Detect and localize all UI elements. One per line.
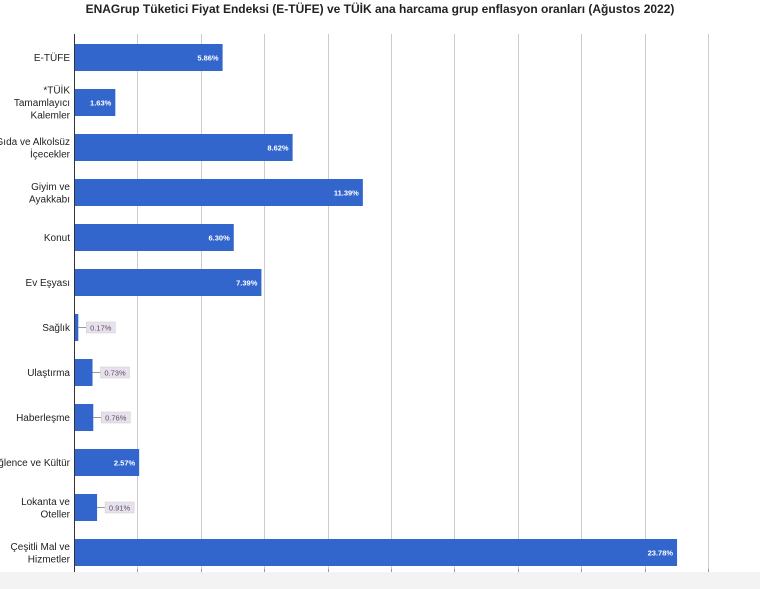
data-labels: 5.86% 1.63% 8.62% 11.39% 6.30% 7.39% 0.17% 0.73… <box>78 54 673 558</box>
data-label-2: 8.62% <box>267 144 289 153</box>
bar-0 <box>74 44 223 71</box>
category-label-0: E-TÜFE <box>34 52 70 64</box>
data-label-1: 1.63% <box>90 99 112 108</box>
category-labels: E-TÜFE *TÜİK Tamamlayıcı Kalemler Gıda ve Al… <box>0 52 71 565</box>
bar-5 <box>74 269 262 296</box>
data-label-group-6: 0.17% <box>78 321 116 334</box>
data-label-7: 0.73% <box>104 369 126 378</box>
chart-plot: E-TÜFE *TÜİK Tamamlayıcı Kalemler Gıda ve Al… <box>0 34 709 572</box>
data-label-6: 0.17% <box>90 324 112 333</box>
bar-11 <box>74 539 678 566</box>
category-label-11: Çeşitli Mal ve Hizmetler <box>11 542 71 566</box>
category-label-7: Ulaştırma <box>27 368 70 379</box>
data-label-box-10 <box>104 501 135 514</box>
footer-band <box>0 572 760 589</box>
bar-8 <box>74 404 94 431</box>
category-label-3: Giyim ve Ayakkabı <box>29 182 70 206</box>
data-label-10: 0.91% <box>109 504 131 513</box>
bar-3 <box>74 179 363 206</box>
category-label-5: Ev Eşyası <box>26 278 70 289</box>
data-label-group-10: 0.91% <box>97 501 135 514</box>
data-label-box-6 <box>86 321 116 334</box>
gridlines <box>137 34 709 572</box>
bar-10 <box>74 494 98 521</box>
bar-2 <box>74 134 293 161</box>
data-label-box-8 <box>101 411 131 424</box>
data-label-5: 7.39% <box>236 279 258 288</box>
data-label-0: 5.86% <box>197 54 219 63</box>
bar-7 <box>74 359 93 386</box>
bar-6 <box>74 314 79 341</box>
data-label-8: 0.76% <box>105 414 127 423</box>
category-label-8: Haberleşme <box>16 413 70 424</box>
category-label-9: Eğlence ve Kültür <box>0 458 71 469</box>
data-label-group-7: 0.73% <box>92 366 130 379</box>
data-label-11: 23.78% <box>648 549 674 558</box>
bar-1 <box>74 89 116 116</box>
bar-9 <box>74 449 140 476</box>
category-label-2: Gıda ve Alkolsüz İçecekler <box>0 137 71 161</box>
category-label-6: Sağlık <box>42 323 71 334</box>
bar-4 <box>74 224 234 251</box>
bars <box>74 44 678 566</box>
category-label-4: Konut <box>44 233 70 244</box>
data-label-box-7 <box>100 366 130 379</box>
chart-title: ENAGrup Tüketici Fiyat Endeksi (E-TÜFE) … <box>85 2 675 16</box>
category-label-1: *TÜİK Tamamlayıcı Kalemler <box>14 84 71 122</box>
data-label-9: 2.57% <box>114 459 136 468</box>
data-label-3: 11.39% <box>334 189 359 198</box>
data-label-4: 6.30% <box>208 234 230 243</box>
data-label-group-8: 0.76% <box>93 411 131 424</box>
category-label-10: Lokanta ve Oteller <box>21 497 71 521</box>
